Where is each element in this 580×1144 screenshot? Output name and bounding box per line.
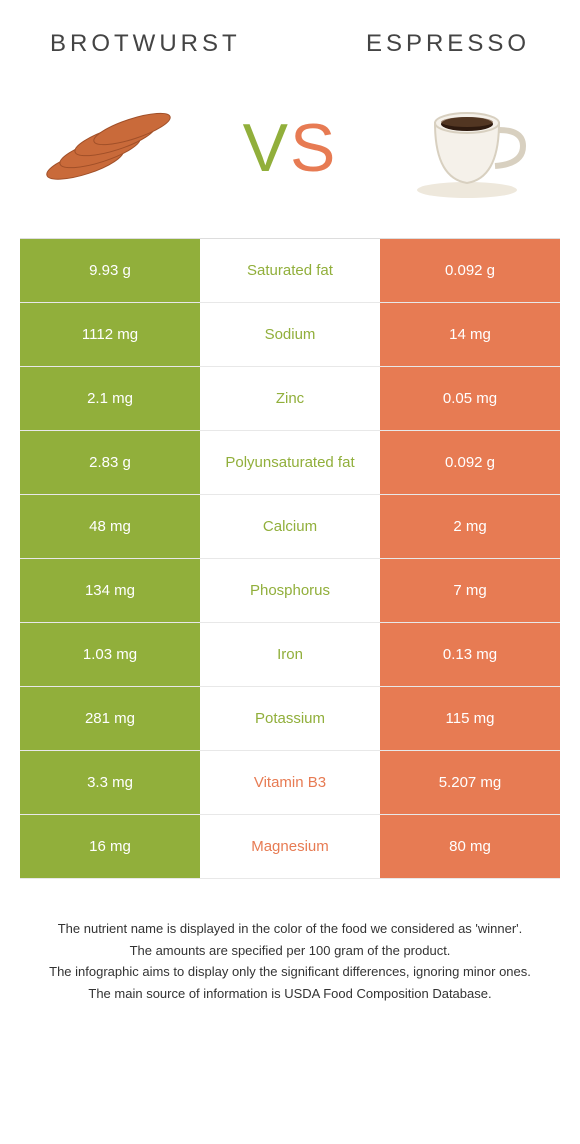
nutrient-label: Potassium [200, 687, 380, 750]
left-value: 1.03 mg [20, 623, 200, 686]
table-row: 3.3 mgVitamin B35.207 mg [20, 751, 560, 815]
right-value: 2 mg [380, 495, 560, 558]
nutrient-label: Vitamin B3 [200, 751, 380, 814]
right-value: 5.207 mg [380, 751, 560, 814]
right-value: 14 mg [380, 303, 560, 366]
nutrient-table: 9.93 gSaturated fat0.092 g1112 mgSodium1… [20, 238, 560, 879]
table-row: 2.1 mgZinc0.05 mg [20, 367, 560, 431]
left-value: 48 mg [20, 495, 200, 558]
table-row: 2.83 gPolyunsaturated fat0.092 g [20, 431, 560, 495]
right-value: 0.05 mg [380, 367, 560, 430]
vs-s: S [290, 110, 337, 186]
left-food-title: Brotwurst [50, 30, 241, 58]
right-value: 7 mg [380, 559, 560, 622]
right-value: 0.092 g [380, 431, 560, 494]
images-row: VS [0, 68, 580, 238]
table-row: 1112 mgSodium14 mg [20, 303, 560, 367]
nutrient-label: Polyunsaturated fat [200, 431, 380, 494]
table-row: 48 mgCalcium2 mg [20, 495, 560, 559]
left-value: 9.93 g [20, 239, 200, 302]
footer-line: The main source of information is USDA F… [30, 984, 550, 1004]
footer-line: The amounts are specified per 100 gram o… [30, 941, 550, 961]
table-row: 134 mgPhosphorus7 mg [20, 559, 560, 623]
table-row: 9.93 gSaturated fat0.092 g [20, 239, 560, 303]
left-value: 16 mg [20, 815, 200, 878]
espresso-image [400, 88, 540, 208]
nutrient-label: Phosphorus [200, 559, 380, 622]
right-value: 115 mg [380, 687, 560, 750]
footer-line: The nutrient name is displayed in the co… [30, 919, 550, 939]
right-food-title: Espresso [366, 30, 530, 58]
vs-label: VS [243, 109, 338, 187]
left-value: 281 mg [20, 687, 200, 750]
nutrient-label: Iron [200, 623, 380, 686]
right-value: 0.13 mg [380, 623, 560, 686]
nutrient-label: Magnesium [200, 815, 380, 878]
vs-v: V [243, 110, 290, 186]
nutrient-label: Saturated fat [200, 239, 380, 302]
left-value: 1112 mg [20, 303, 200, 366]
nutrient-label: Zinc [200, 367, 380, 430]
table-row: 1.03 mgIron0.13 mg [20, 623, 560, 687]
left-value: 2.83 g [20, 431, 200, 494]
brotwurst-image [40, 88, 180, 208]
header: Brotwurst Espresso [0, 0, 580, 68]
nutrient-label: Calcium [200, 495, 380, 558]
nutrient-label: Sodium [200, 303, 380, 366]
right-value: 0.092 g [380, 239, 560, 302]
left-value: 2.1 mg [20, 367, 200, 430]
table-row: 16 mgMagnesium80 mg [20, 815, 560, 879]
footer-line: The infographic aims to display only the… [30, 962, 550, 982]
left-value: 3.3 mg [20, 751, 200, 814]
footer-notes: The nutrient name is displayed in the co… [0, 879, 580, 1003]
table-row: 281 mgPotassium115 mg [20, 687, 560, 751]
left-value: 134 mg [20, 559, 200, 622]
right-value: 80 mg [380, 815, 560, 878]
